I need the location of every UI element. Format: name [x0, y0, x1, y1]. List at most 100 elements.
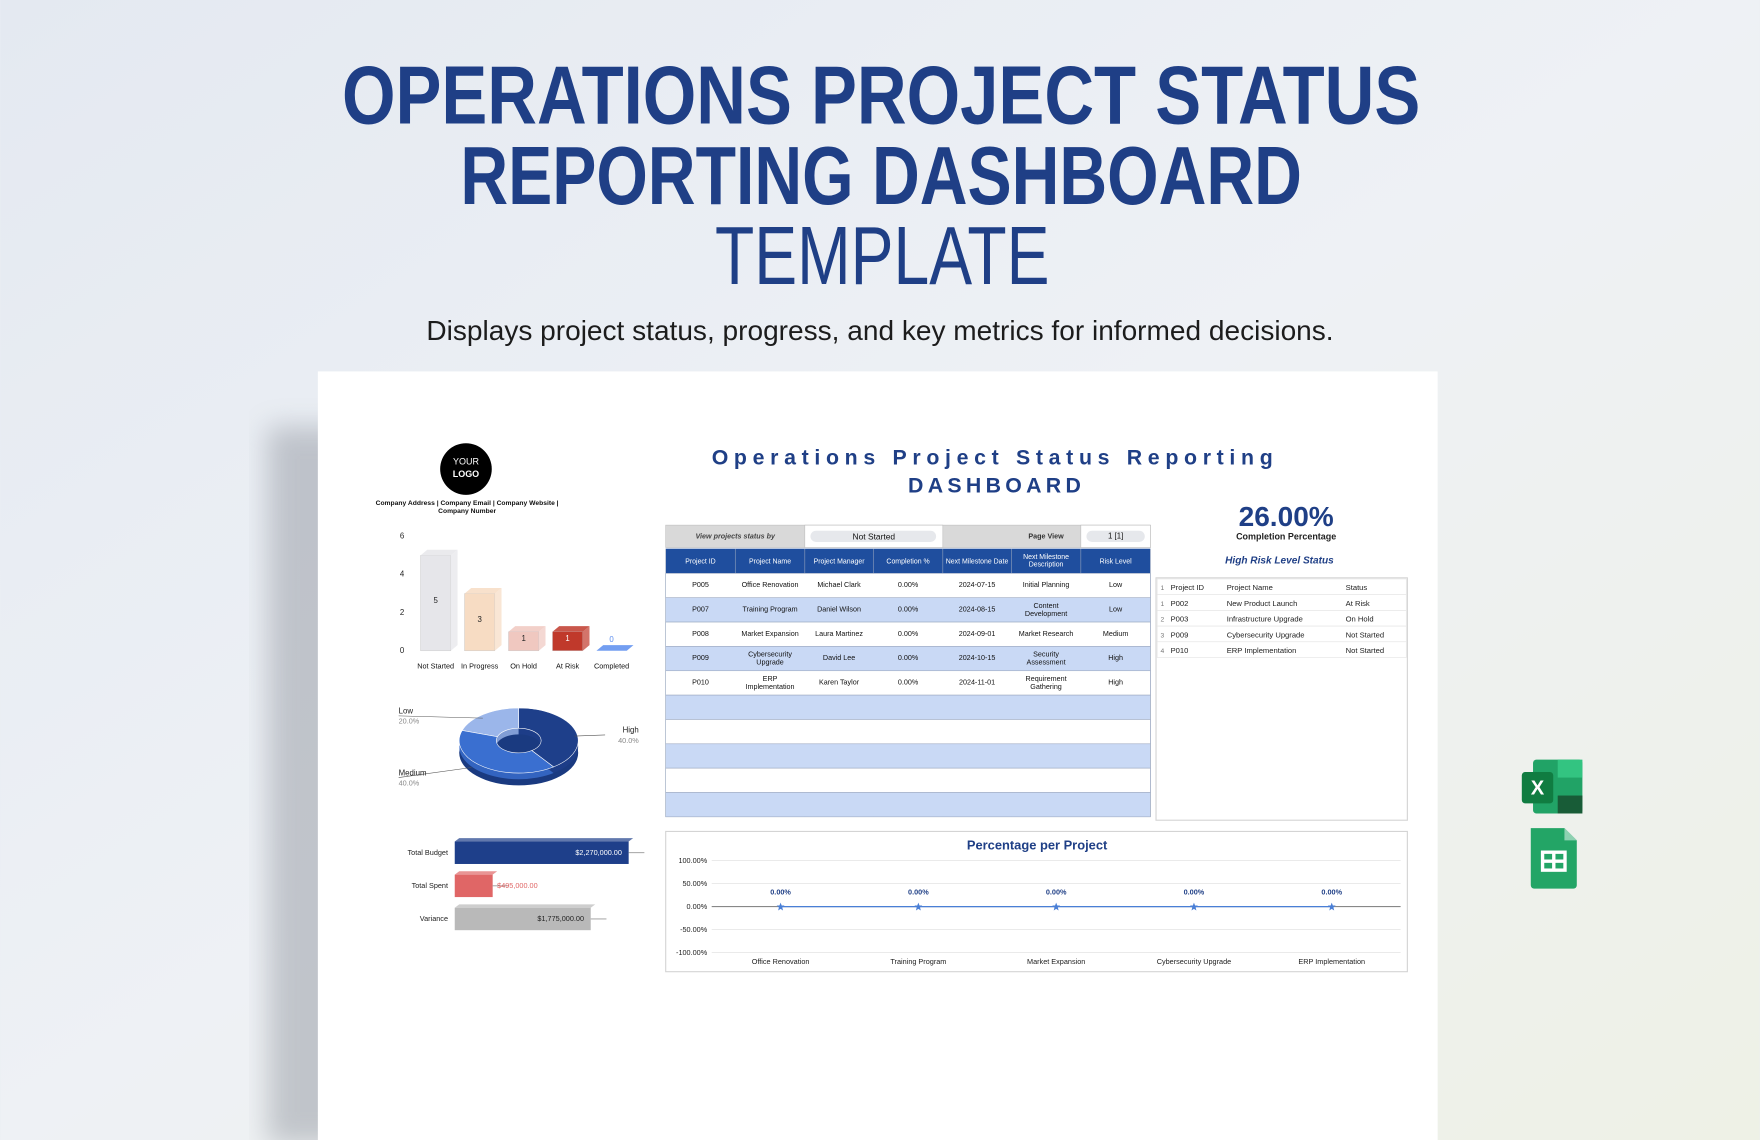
svg-text:X: X [1531, 777, 1545, 799]
table-cell: David Lee [822, 654, 856, 663]
completion-caption: Completion Percentage [1236, 532, 1336, 542]
bar-label: 1 [521, 634, 525, 643]
table-cell: Michael Clark [817, 581, 861, 590]
table-cell-box: Security Assessment [1026, 650, 1066, 667]
risk-cell: 1 [1161, 585, 1165, 592]
table-cell: High [1108, 654, 1124, 663]
budget-value: $2,270,000.00 [575, 848, 622, 857]
bar [454, 841, 629, 864]
risk-cell: Project ID [1171, 583, 1205, 592]
risk-cell: 1 [1161, 601, 1165, 608]
line-marker [1052, 902, 1061, 911]
dropdown [810, 530, 937, 542]
table-cell-box: P007 [692, 606, 709, 614]
completion-value: 26.00% [1239, 501, 1334, 532]
table-cell-box: P009 [692, 655, 709, 663]
x-tick-label-box: Completed [593, 663, 630, 671]
table-cell-box: Training Program [742, 606, 797, 614]
table-cell: P010 [692, 678, 709, 687]
table-cell: 0.00% [897, 581, 919, 590]
table-cell: Market Research [1018, 630, 1074, 639]
table-cell-box: Requirement Gathering [1026, 675, 1067, 691]
table-cell: 2024-09-01 [958, 630, 996, 639]
logo-text: YOUR [453, 457, 479, 467]
title-light: TEMPLATE [715, 209, 1049, 302]
page-value: 1 [1] [1107, 532, 1124, 541]
x-tick-label: ERP Implementation [1298, 957, 1365, 966]
x-tick-label-box: Not Started [417, 663, 455, 671]
donut-label: Low [399, 707, 414, 716]
donut-label: Medium [399, 768, 427, 777]
risk-cell: At Risk [1346, 599, 1370, 608]
risk-cell: Not Started [1346, 630, 1384, 639]
filter-label: View projects status by [695, 532, 775, 541]
risk-cell: Infrastructure Upgrade [1227, 615, 1303, 624]
line-marker [914, 902, 923, 911]
bar-top [420, 549, 458, 556]
table-cell-box: 0.00% [898, 630, 918, 638]
bar-top [552, 626, 590, 632]
x-tick-label: On Hold [510, 663, 538, 671]
table-cell: P005 [692, 581, 709, 590]
bar-side [582, 626, 590, 651]
table-row [665, 646, 1151, 672]
table-cell-box: Daniel Wilson [817, 606, 861, 614]
table-cell-box: Cybersecurity Upgrade [748, 651, 792, 667]
logo [440, 443, 492, 495]
table-cell: 2024-11-01 [958, 678, 996, 687]
table-row [665, 792, 1151, 818]
line-marker [1327, 902, 1336, 911]
x-tick-label-box: On Hold [510, 663, 538, 671]
title-line: REPORTING DASHBOARD [460, 129, 1302, 222]
bar-label: 5 [433, 596, 438, 605]
line-value-label: 0.00% [908, 887, 929, 896]
budget-label: Variance [420, 914, 448, 923]
risk-cell: ERP Implementation [1227, 646, 1297, 655]
line-value-label: 0.00% [1184, 887, 1205, 896]
table-header: Project Name [749, 557, 792, 565]
table-cell-box: Initial Planning [1022, 581, 1070, 590]
table-header: Next Milestone Description [1023, 553, 1070, 569]
filter-label-box: View projects status by [695, 532, 775, 541]
budget-label: Total Budget [408, 848, 448, 857]
bar-side [494, 587, 502, 651]
table-cell-box: Medium [1103, 630, 1129, 638]
table-header-box: Next Milestone Description [1023, 553, 1070, 569]
x-tick-label: Completed [593, 663, 630, 671]
company-info: Company Address | Company Email | Compan… [375, 500, 559, 516]
page-label-box: Page View [1028, 532, 1064, 541]
leader-line [398, 715, 483, 719]
x-tick-label: In Progress [460, 663, 499, 671]
table-cell: 0.00% [897, 654, 919, 663]
table-cell-box: P008 [692, 630, 709, 638]
donut-label: High [623, 726, 639, 735]
table-header: Project ID [685, 557, 716, 565]
table-cell: Security Assessment [1026, 650, 1066, 667]
line-marker [776, 902, 785, 911]
table-cell: ERP Implementation [745, 675, 795, 691]
table-cell-box: Michael Clark [817, 581, 861, 590]
bar-top [464, 587, 502, 594]
table-row [665, 694, 1151, 720]
risk-cell: Project Name [1227, 583, 1273, 592]
table-cell: Initial Planning [1022, 581, 1070, 590]
bar-label: 1 [565, 634, 569, 643]
risk-cell: On Hold [1346, 615, 1374, 624]
x-tick-label: Not Started [417, 663, 455, 671]
x-tick-label: At Risk [556, 663, 580, 671]
y-tick-label: 0.00% [687, 902, 708, 911]
risk-cell: 4 [1161, 648, 1165, 655]
table-cell: Laura Martinez [815, 630, 863, 639]
donut-value: 40.0% [618, 736, 639, 745]
table-header-box: Project ID [685, 557, 716, 565]
risk-cell: Cybersecurity Upgrade [1227, 630, 1305, 639]
x-tick-label-box: At Risk [556, 663, 580, 671]
risk-cell: 2 [1161, 617, 1165, 624]
table-header: Risk Level [1099, 557, 1132, 565]
donut-value: 20.0% [399, 717, 420, 726]
leader-line [574, 734, 606, 737]
table-cell-box: 2024-08-15 [959, 606, 996, 614]
page-label: Page View [1028, 532, 1064, 541]
